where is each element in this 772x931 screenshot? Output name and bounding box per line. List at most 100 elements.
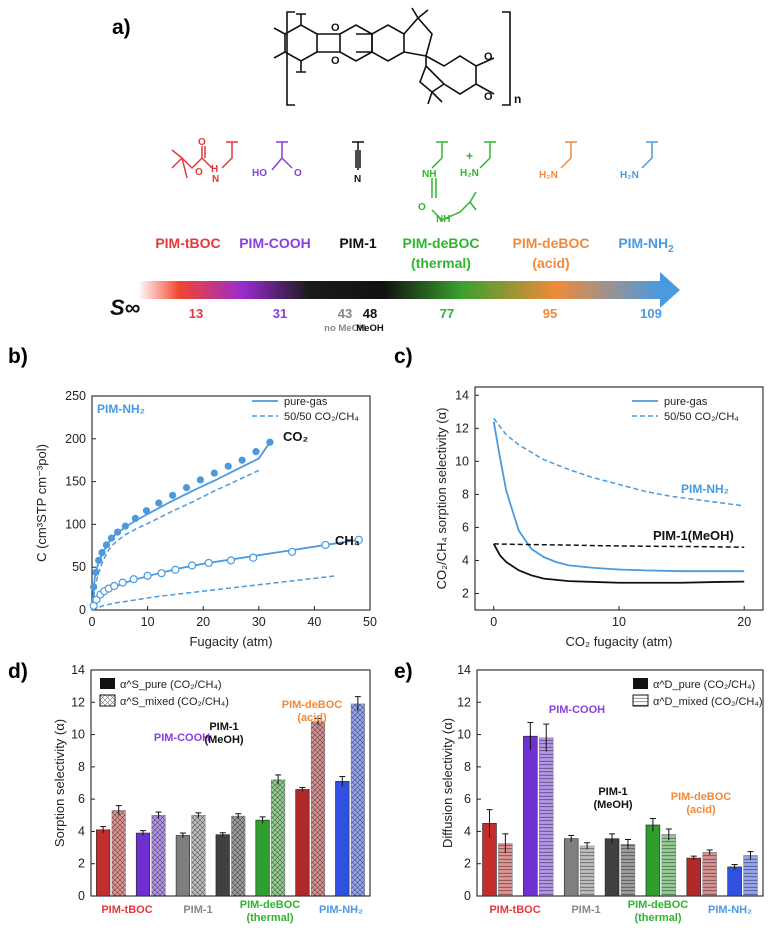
repeat-unit-n: n — [514, 92, 521, 106]
polymer-name-cn: PIM-1 — [339, 235, 377, 251]
y-tick-label: 8 — [462, 487, 469, 501]
polymer-name-thermal: PIM-deBOC — [403, 235, 480, 251]
bar-pure-pim-deboc-thermal — [645, 824, 661, 897]
category-label-pim-1: PIM-1 — [183, 904, 212, 916]
bar-pure-pim-1 — [175, 835, 190, 897]
y-tick-label: 8 — [78, 760, 85, 774]
x-tick-label: 10 — [141, 615, 155, 629]
urea-nh-label-2: NH — [436, 214, 450, 225]
y-axis-label: CO₂/CH₄ sorption selectivity (α) — [434, 408, 449, 590]
carbonyl-o-label: O — [198, 137, 206, 148]
x-tick-label: 50 — [363, 615, 377, 629]
bar-annotation-meoh: (MeOH) — [593, 799, 632, 811]
category-label-pim-tboc: PIM-tBOC — [101, 904, 152, 916]
x-tick-label: 20 — [737, 615, 751, 629]
functional-group-cn — [352, 141, 364, 170]
legend-label-pure: pure-gas — [664, 396, 708, 408]
s-infinity-symbol: S∞ — [110, 295, 141, 320]
functional-group-tboc — [171, 141, 238, 179]
legend-swatch-mixed — [99, 694, 116, 707]
ch4-data-point — [129, 575, 138, 584]
legend-swatch-pure — [633, 678, 648, 689]
polymer-name-tboc: PIM-tBOC — [155, 235, 220, 251]
bar-pure-pim-nh — [727, 866, 742, 897]
legend-swatch-pure — [100, 678, 115, 689]
ch4-data-point — [171, 565, 180, 574]
legend-label-mixed: α^D_mixed (CO₂/CH₄) — [653, 696, 763, 708]
co2-data-point — [155, 499, 163, 507]
polymer-names-row: PIM-tBOC PIM-COOH PIM-1 PIM-deBOC (thermal) P… — [155, 235, 674, 271]
y-tick-label: 150 — [65, 475, 86, 489]
inset-label: PIM-NH₂ — [97, 402, 145, 416]
ch4-pure-fit-line — [91, 538, 360, 611]
co2-data-point — [121, 522, 129, 530]
s-value-48: 48 — [363, 306, 377, 321]
co2-data-point — [98, 549, 106, 557]
co2-data-point — [196, 476, 205, 484]
ch4-data-point — [249, 553, 258, 562]
urea-nh-label-1: NH — [422, 169, 436, 180]
ch4-data-point — [143, 571, 152, 580]
y-tick-label: 0 — [79, 603, 86, 617]
s-infinity-values: 13 31 43 no MeOH 48 MeOH 77 95 109 — [189, 306, 662, 334]
x-tick-label: 10 — [612, 615, 626, 629]
category-label-pim-deboc: PIM-deBOC — [240, 899, 301, 911]
chart-d: 0 2 4 6 8 10 12 14 Sorption selectivity (α) PIM-t… — [52, 663, 371, 924]
panel-label-c: c) — [394, 345, 413, 368]
y-tick-label: 4 — [462, 553, 469, 567]
functional-group-nh2 — [641, 141, 658, 169]
bar-pattern-pim-nh — [351, 703, 365, 896]
ch4-data-point — [354, 535, 363, 544]
pim1-mixed-line — [493, 543, 745, 548]
amine-label-acid: H₂N — [539, 170, 558, 181]
functional-group-acid — [560, 141, 577, 169]
co2-data-point — [238, 456, 246, 464]
carbonyl-o-label-cooh: O — [294, 168, 302, 179]
bar-pure-pim-1-meoh — [215, 834, 230, 897]
s-note-no-meoh: no MeOH — [324, 323, 366, 334]
nitrile-n-label: N — [354, 174, 361, 185]
bar-pattern-pim-1 — [580, 845, 595, 896]
amine-label-thermal: H₂N — [460, 168, 479, 179]
bar-pure-pim-deboc-acid — [686, 857, 702, 897]
bar-pure-pim-1 — [563, 838, 579, 897]
bar-pattern-pim-deboc-thermal — [271, 779, 285, 896]
legend-swatch-mixed — [632, 694, 649, 707]
ch4-data-point — [226, 556, 236, 565]
bar-pure-pim-cooh — [523, 735, 538, 897]
legend-label-pure: pure-gas — [284, 396, 328, 408]
panel-label-d: d) — [8, 660, 28, 683]
y-tick-label: 12 — [457, 695, 471, 709]
plot-frame — [90, 669, 371, 897]
y-tick-label: 50 — [72, 560, 86, 574]
polymer-name-thermal-line2: (thermal) — [411, 255, 471, 271]
co2-data-point — [182, 483, 191, 492]
s-value-95: 95 — [543, 306, 557, 321]
hydroxyl-label: HO — [252, 168, 267, 179]
y-tick-label: 6 — [462, 520, 469, 534]
x-tick-label: 40 — [307, 615, 321, 629]
ch4-data-point — [187, 561, 197, 570]
nh2-mixed-line — [493, 417, 745, 507]
chart-e: 0 2 4 6 8 10 12 14 Diffusion selectivity (α) PIM-… — [440, 663, 764, 924]
x-axis-label: Fugacity (atm) — [189, 634, 272, 649]
bar-annotation-pim-deboc: PIM-deBOC — [671, 791, 732, 803]
amide-nh-label: H — [211, 164, 218, 175]
bar-annotation-acid: (acid) — [297, 712, 327, 724]
bar-annotation-pim-1: PIM-1 — [209, 721, 238, 733]
bar-pattern-pim-tboc — [498, 843, 513, 896]
bar-pure-pim-deboc-acid — [295, 789, 310, 897]
plot-frame — [91, 395, 371, 611]
bar-pure-pim-deboc-thermal — [255, 819, 270, 897]
bar-pattern-pim-deboc-acid — [702, 852, 717, 896]
y-axis-label: C (cm³STP cm⁻³pol) — [34, 444, 49, 562]
ch4-data-point — [321, 540, 330, 550]
bar-annotation-meoh: (MeOH) — [204, 734, 243, 746]
bar-pattern-pim-tboc — [111, 810, 126, 896]
bar-pure-pim-cooh — [135, 832, 151, 897]
ch4-data-point — [157, 569, 166, 578]
category-label-pim-nh: PIM-NH₂ — [708, 904, 752, 916]
chart-b: 0 50 100 150 200 250 0 10 20 30 40 50 Fugacity (atm)… — [34, 389, 377, 649]
bar-pattern-pim-nh — [743, 855, 758, 896]
legend-label-pure: α^D_pure (CO₂/CH₄) — [653, 679, 755, 691]
